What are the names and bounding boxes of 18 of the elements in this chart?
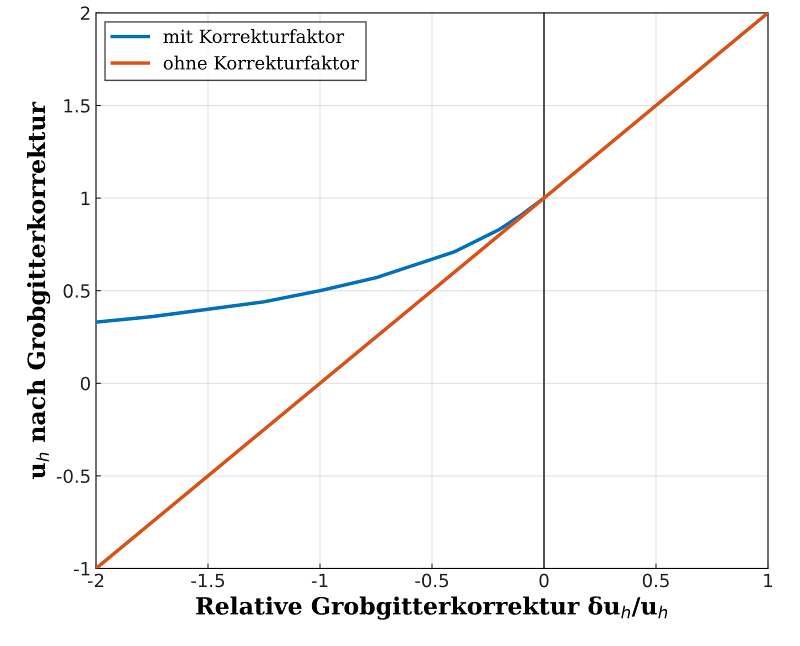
x-tick-label: 0 bbox=[539, 574, 549, 588]
x-tick-label: -1 bbox=[312, 574, 328, 588]
y-tick-label: 1 bbox=[82, 192, 90, 205]
x-tick-label: 0.5 bbox=[642, 574, 669, 588]
y-tick-label: 2 bbox=[80, 6, 90, 20]
x-tick-label: -2 bbox=[88, 574, 104, 588]
legend-label: mit Korrekturfaktor bbox=[163, 29, 344, 44]
x-tick-label: -0.5 bbox=[415, 574, 448, 588]
y-tick-label: 1.5 bbox=[64, 99, 90, 113]
y-tick-label: 0 bbox=[80, 376, 90, 390]
x-tick-label: 1 bbox=[764, 574, 772, 588]
y-tick-label: 0.5 bbox=[64, 284, 90, 298]
legend-label: ohne Korrekturfaktor bbox=[164, 56, 359, 70]
y-axis-title: u$_{h}$ nach Grobgitterkorrektur bbox=[26, 102, 50, 479]
x-tick-label: -1.5 bbox=[191, 574, 224, 588]
x-axis-title: Relative Grobgitterkorrektur δu$_{h}$/u$_{h}$ bbox=[196, 596, 668, 620]
y-tick-label: -1 bbox=[74, 562, 90, 576]
y-tick-label: -0.5 bbox=[56, 469, 90, 484]
